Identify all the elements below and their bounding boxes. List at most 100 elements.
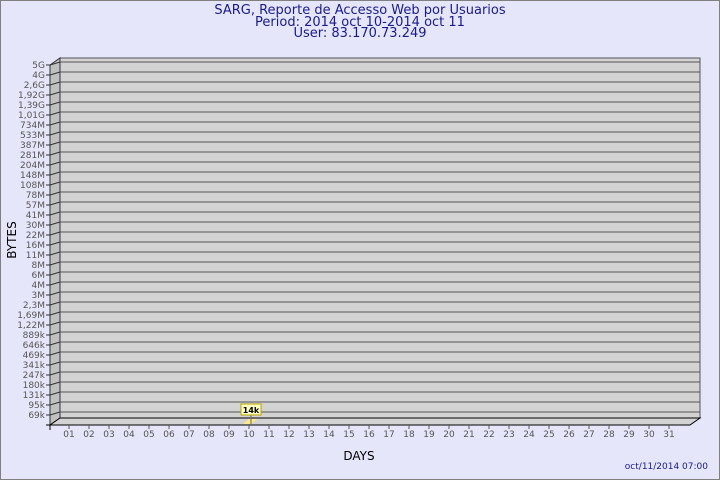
x-tick-label-08: 08 [203,430,215,440]
x-tick-label-22: 22 [483,430,494,440]
x-tick-label-06: 06 [163,430,175,440]
x-tick-label-17: 17 [383,430,394,440]
x-tick-label-20: 20 [443,430,455,440]
y-tick-label: 1,69M [17,311,45,321]
bar-value-label: 14k [243,406,260,415]
y-tick-label: 8M [32,261,46,271]
y-tick-slant [49,371,61,376]
y-tick-slant [49,311,61,316]
x-tick-label-18: 18 [403,430,415,440]
y-tick-label: 1,92G [18,91,45,101]
x-tick-label-04: 04 [123,430,135,440]
y-tick-slant [49,291,61,296]
y-tick-slant [49,91,61,96]
y-tick-label: 4M [32,281,46,291]
x-tick-label-31: 31 [663,430,674,440]
y-tick-slant [49,241,61,246]
y-tick-slant [49,61,61,66]
x-tick-label-07: 07 [183,430,194,440]
x-tick-label-12: 12 [283,430,294,440]
y-tick-label: 16M [26,241,45,251]
chart-period: Period: 2014 oct 10-2014 oct 11 [255,15,465,30]
y-tick-slant [49,141,61,146]
y-tick-slant [49,251,61,256]
y-tick-slant [49,261,61,266]
chart-user: User: 83.170.73.249 [293,26,427,41]
y-tick-slant [49,201,61,206]
y-tick-label: 469k [23,351,46,361]
y-tick-slant [49,361,61,366]
y-tick-label: 57M [26,201,45,211]
y-tick-slant [49,351,61,356]
x-tick-label-30: 30 [643,430,655,440]
y-tick-label: 131k [23,391,46,401]
y-tick-slant [49,171,61,176]
bar-day-10 [243,419,257,424]
x-tick-label-25: 25 [543,430,554,440]
x-tick-label-23: 23 [503,430,514,440]
y-tick-slant [49,411,61,416]
y-tick-slant [49,341,61,346]
x-tick-label-14: 14 [323,430,335,440]
x-tick-label-09: 09 [223,430,235,440]
x-tick-label-24: 24 [523,430,535,440]
y-tick-label: 2,3M [23,301,45,311]
x-tick-label-10: 10 [243,430,255,440]
bar-label-box [240,403,262,416]
y-tick-slant [49,331,61,336]
y-tick-label: 1,01G [18,111,45,121]
y-tick-label: 2,6G [24,81,45,91]
x-tick-label-01: 01 [63,430,74,440]
y-tick-label: 281M [20,151,45,161]
y-tick-slant [49,381,61,386]
y-tick-slant [49,151,61,156]
x-tick-label-28: 28 [603,430,615,440]
y-tick-slant [49,71,61,76]
y-tick-label: 1,22M [17,321,45,331]
y-tick-slant [49,231,61,236]
y-tick-label: 11M [26,251,45,261]
y-tick-slant [49,181,61,186]
y-tick-label: 30M [26,221,45,231]
y-tick-label: 5G [32,61,45,71]
y-tick-label: 247k [23,371,46,381]
x-tick-label-15: 15 [343,430,354,440]
x-tick-label-26: 26 [563,430,575,440]
y-tick-label: 22M [26,231,45,241]
y-tick-label: 69k [28,411,45,421]
back-wall [59,57,701,419]
y-tick-label: 387M [20,141,45,151]
y-tick-slant [49,221,61,226]
chart-title: SARG, Reporte de Accesso Web por Usuario… [214,3,506,18]
y-tick-slant [49,281,61,286]
y-tick-label: 734M [20,121,45,131]
x-tick-label-02: 02 [83,430,94,440]
y-tick-slant [49,161,61,166]
y-tick-slant [49,111,61,116]
x-tick-label-21: 21 [463,430,474,440]
y-tick-slant [49,211,61,216]
y-tick-slant [49,81,61,86]
y-tick-label: 148M [20,171,45,181]
y-tick-label: 533M [20,131,45,141]
y-tick-slant [49,301,61,306]
x-tick-label-05: 05 [143,430,154,440]
y-tick-label: 341k [23,361,46,371]
x-tick-label-29: 29 [623,430,635,440]
y-tick-slant [49,131,61,136]
y-tick-label: 3M [32,291,46,301]
y-tick-label: 95k [28,401,45,411]
x-tick-label-19: 19 [423,430,435,440]
y-tick-slant [49,121,61,126]
y-tick-label: 4G [32,71,45,81]
x-tick-label-13: 13 [303,430,314,440]
x-tick-label-03: 03 [103,430,114,440]
y-tick-label: 41M [26,211,45,221]
y-tick-slant [49,191,61,196]
y-tick-slant [49,321,61,326]
y-axis-label: BYTES [5,221,19,258]
y-tick-label: 6M [32,271,46,281]
y-tick-label: 78M [26,191,45,201]
y-tick-label: 1,39G [18,101,45,111]
